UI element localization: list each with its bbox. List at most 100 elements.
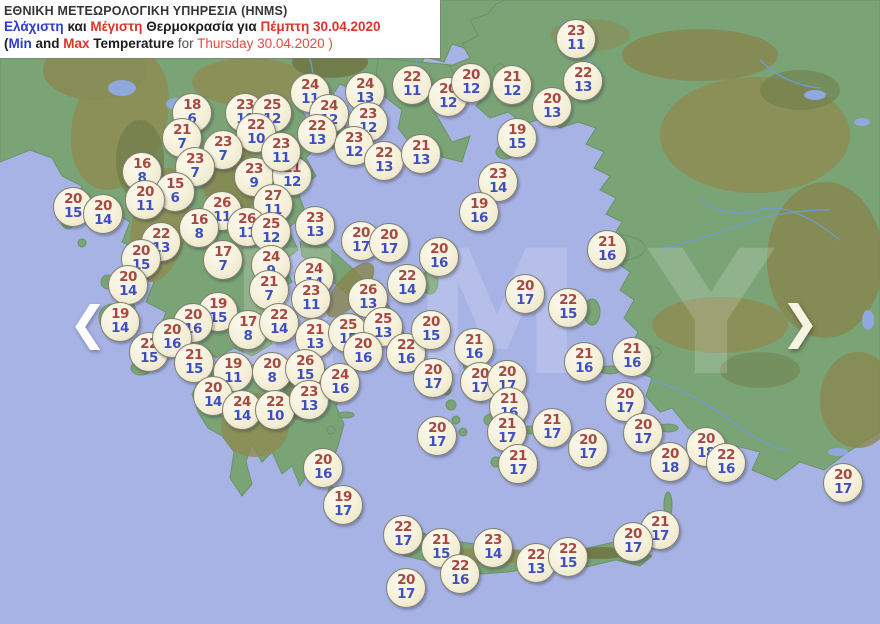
temperature-badge: 20 11 (125, 180, 165, 220)
max-temperature: 22 (574, 65, 592, 82)
min-temperature: 13 (306, 224, 324, 240)
max-temperature: 21 (503, 69, 521, 86)
max-temperature: 24 (331, 367, 349, 384)
min-temperature: 13 (374, 325, 392, 341)
min-temperature: 12 (262, 230, 280, 246)
title-segment: Min (8, 36, 32, 52)
min-temperature: 12 (462, 81, 480, 97)
next-day-arrow[interactable]: ❯ (780, 295, 820, 349)
previous-day-arrow[interactable]: ❮ (68, 296, 108, 350)
temperature-badge: 17 7 (203, 240, 243, 280)
title-segment: Ελάχιστη (4, 19, 64, 35)
max-temperature: 20 (352, 225, 370, 242)
min-temperature: 16 (314, 466, 332, 482)
min-temperature: 13 (412, 152, 430, 168)
min-temperature: 12 (503, 83, 521, 99)
min-temperature: 15 (185, 361, 203, 377)
min-temperature: 13 (527, 561, 545, 577)
max-temperature: 23 (272, 136, 290, 153)
min-temperature: 10 (266, 408, 284, 424)
min-temperature: 17 (394, 533, 412, 549)
min-temperature: 17 (428, 434, 446, 450)
max-temperature: 21 (543, 412, 561, 429)
max-temperature: 21 (598, 234, 616, 251)
min-temperature: 16 (163, 336, 181, 352)
max-temperature: 20 (471, 366, 489, 383)
max-temperature: 22 (247, 117, 265, 134)
max-temperature: 21 (498, 416, 516, 433)
max-temperature: 20 (624, 526, 642, 543)
temperature-badge: 22 10 (255, 390, 295, 430)
min-temperature: 17 (424, 376, 442, 392)
temperature-badge: 22 14 (387, 264, 427, 304)
max-temperature: 20 (428, 420, 446, 437)
max-temperature: 20 (64, 191, 82, 208)
min-temperature: 7 (177, 136, 187, 152)
temperature-badge: 20 18 (650, 442, 690, 482)
min-temperature: 17 (634, 431, 652, 447)
title-segment: and (31, 36, 64, 52)
max-temperature: 26 (238, 211, 256, 228)
min-temperature: 15 (432, 546, 450, 562)
min-temperature: 17 (651, 528, 669, 544)
min-temperature: 8 (137, 170, 147, 186)
min-temperature: 17 (624, 540, 642, 556)
title-segment: ( (4, 36, 9, 52)
temperature-badge: 22 13 (563, 61, 603, 101)
max-temperature: 22 (559, 292, 577, 309)
max-temperature: 20 (634, 417, 652, 434)
min-temperature: 8 (243, 328, 253, 344)
title-segment: Temperature (89, 36, 178, 52)
min-temperature: 17 (516, 292, 534, 308)
temperature-badge: 22 17 (383, 515, 423, 555)
max-temperature: 25 (262, 216, 280, 233)
max-temperature: 19 (209, 296, 227, 313)
max-temperature: 21 (575, 346, 593, 363)
temperature-badge: 22 11 (392, 65, 432, 105)
temperature-badge: 19 15 (497, 118, 537, 158)
max-temperature: 24 (301, 77, 319, 94)
min-temperature: 6 (170, 190, 180, 206)
max-temperature: 22 (394, 519, 412, 536)
max-temperature: 20 (136, 184, 154, 201)
max-temperature: 23 (489, 166, 507, 183)
temperature-badge: 23 11 (291, 279, 331, 319)
min-temperature: 14 (398, 282, 416, 298)
max-temperature: 19 (111, 306, 129, 323)
min-temperature: 17 (352, 239, 370, 255)
temperature-badge: 21 17 (498, 444, 538, 484)
temperature-badge: 23 11 (261, 132, 301, 172)
temperature-badge: 23 13 (295, 206, 335, 246)
max-temperature: 19 (508, 122, 526, 139)
min-temperature: 8 (194, 226, 204, 242)
max-temperature: 16 (190, 212, 208, 229)
min-temperature: 16 (470, 210, 488, 226)
temperature-badge: 20 17 (823, 463, 863, 503)
min-temperature: 14 (204, 394, 222, 410)
max-temperature: 22 (266, 394, 284, 411)
max-temperature: 24 (356, 76, 374, 93)
min-temperature: 13 (543, 105, 561, 121)
temperature-badge: 20 12 (451, 63, 491, 103)
temperature-badge: 20 14 (83, 194, 123, 234)
temperature-badge: 20 14 (108, 265, 148, 305)
min-temperature: 7 (218, 148, 228, 164)
min-temperature: 7 (218, 258, 228, 274)
max-temperature: 20 (543, 91, 561, 108)
max-temperature: 17 (239, 314, 257, 331)
title-segment: Thursday 30.04.2020 ) (197, 36, 333, 52)
max-temperature: 20 (697, 431, 715, 448)
min-temperature: 12 (345, 144, 363, 160)
max-temperature: 21 (306, 322, 324, 339)
max-temperature: 16 (133, 156, 151, 173)
temperature-badge: 20 13 (532, 87, 572, 127)
temperature-badge: 22 13 (364, 141, 404, 181)
temperature-badge: 20 17 (460, 362, 500, 402)
temperature-badge: 24 16 (320, 363, 360, 403)
min-temperature: 16 (451, 572, 469, 588)
min-temperature: 11 (272, 150, 290, 166)
min-temperature: 17 (380, 241, 398, 257)
max-temperature: 20 (119, 269, 137, 286)
max-temperature: 26 (359, 282, 377, 299)
